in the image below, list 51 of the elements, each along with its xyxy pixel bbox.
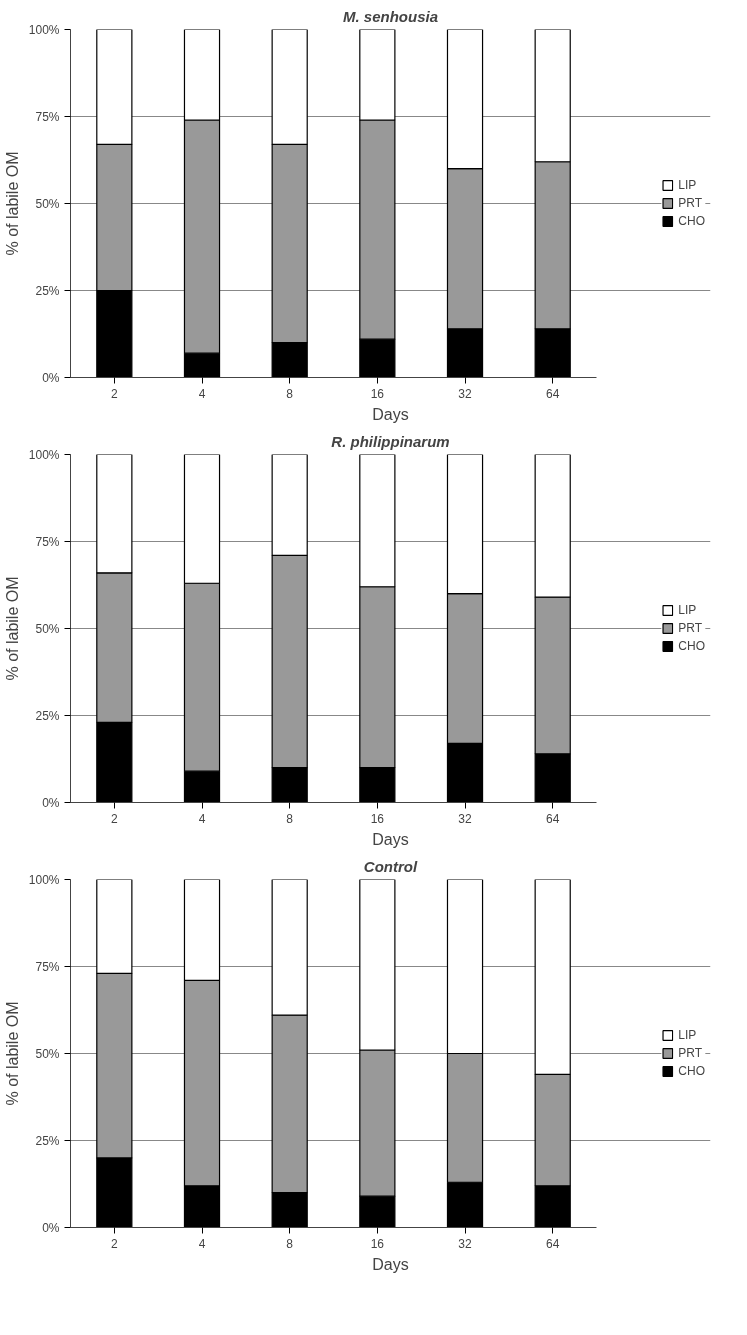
legend-label: PRT [678, 1046, 703, 1060]
x-axis-title: Days [372, 830, 409, 848]
y-tick-label: 100% [28, 872, 60, 887]
x-tick-label: 8 [286, 1236, 294, 1251]
y-tick-label: 25% [35, 1133, 60, 1148]
chart-title: Control [363, 857, 418, 875]
chart-title: M. senhousia [342, 7, 439, 25]
legend-label: PRT [678, 621, 703, 635]
x-tick-label: 2 [111, 811, 118, 826]
x-tick-label: 8 [286, 811, 294, 826]
x-tick-label: 8 [286, 386, 294, 401]
y-tick-label: 75% [35, 959, 60, 974]
x-tick-label: 32 [458, 1236, 473, 1251]
y-tick-label: 50% [35, 196, 60, 211]
y-tick-label: 0% [42, 1220, 60, 1235]
x-tick-label: 4 [198, 386, 206, 401]
x-tick-label: 16 [370, 1236, 385, 1251]
y-tick-label: 75% [35, 109, 60, 124]
y-axis-title: % of labile OM [3, 151, 21, 256]
y-tick-label: 100% [28, 22, 60, 37]
y-tick-label: 25% [35, 708, 60, 723]
x-axis-title: Days [372, 405, 409, 423]
x-tick-label: 32 [458, 811, 473, 826]
y-axis-title: % of labile OM [3, 576, 21, 681]
y-tick-label: 25% [35, 283, 60, 298]
legend-label: PRT [678, 196, 703, 210]
legend-label: LIP [678, 603, 698, 617]
y-tick-label: 75% [35, 534, 60, 549]
x-tick-label: 64 [546, 1236, 560, 1251]
x-tick-label: 2 [111, 386, 118, 401]
x-tick-label: 64 [546, 811, 560, 826]
y-tick-label: 100% [28, 447, 60, 462]
x-axis-title: Days [372, 1255, 409, 1273]
y-tick-label: 50% [35, 1046, 60, 1061]
y-axis-title: % of labile OM [3, 1001, 21, 1106]
y-tick-label: 0% [42, 795, 60, 810]
legend-label: LIP [678, 1028, 698, 1042]
y-tick-label: 0% [42, 370, 60, 385]
x-tick-label: 4 [198, 811, 206, 826]
legend-label: CHO [678, 1064, 705, 1078]
x-tick-label: 2 [111, 1236, 118, 1251]
legend-label: CHO [678, 639, 705, 653]
y-tick-label: 50% [35, 621, 60, 636]
x-tick-label: 32 [458, 386, 473, 401]
x-tick-label: 16 [370, 386, 385, 401]
chart-title: R. philippinarum [331, 432, 450, 450]
x-tick-label: 64 [546, 386, 560, 401]
legend-label: CHO [678, 214, 705, 228]
x-tick-label: 16 [370, 811, 385, 826]
x-tick-label: 4 [198, 1236, 206, 1251]
legend-label: LIP [678, 178, 698, 192]
